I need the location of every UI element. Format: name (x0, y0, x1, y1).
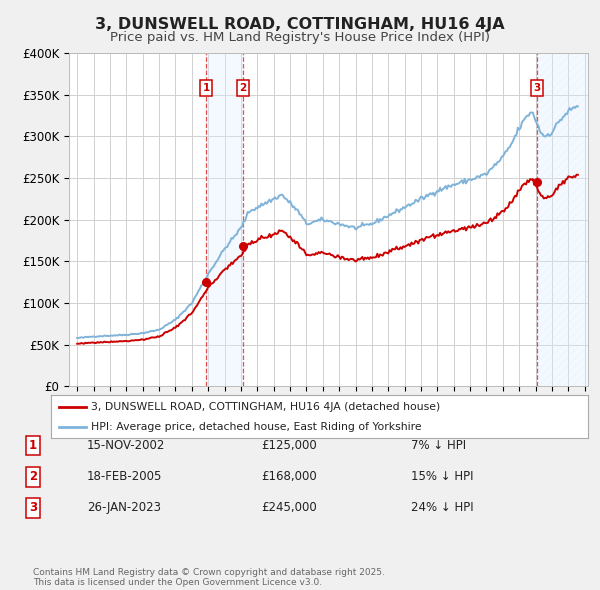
Text: 3, DUNSWELL ROAD, COTTINGHAM, HU16 4JA (detached house): 3, DUNSWELL ROAD, COTTINGHAM, HU16 4JA (… (91, 402, 440, 412)
Text: 3: 3 (29, 502, 37, 514)
Text: HPI: Average price, detached house, East Riding of Yorkshire: HPI: Average price, detached house, East… (91, 422, 422, 432)
Text: Price paid vs. HM Land Registry's House Price Index (HPI): Price paid vs. HM Land Registry's House … (110, 31, 490, 44)
Text: 3: 3 (533, 83, 541, 93)
Text: 26-JAN-2023: 26-JAN-2023 (87, 502, 161, 514)
Text: 15% ↓ HPI: 15% ↓ HPI (411, 470, 473, 483)
Text: £245,000: £245,000 (261, 502, 317, 514)
Text: 2: 2 (29, 470, 37, 483)
Text: 18-FEB-2005: 18-FEB-2005 (87, 470, 163, 483)
Text: 7% ↓ HPI: 7% ↓ HPI (411, 439, 466, 452)
Text: 1: 1 (29, 439, 37, 452)
Bar (206, 53, 243, 386)
Text: £125,000: £125,000 (261, 439, 317, 452)
Text: 2: 2 (239, 83, 247, 93)
Text: 15-NOV-2002: 15-NOV-2002 (87, 439, 166, 452)
Bar (537, 53, 588, 386)
Text: Contains HM Land Registry data © Crown copyright and database right 2025.
This d: Contains HM Land Registry data © Crown c… (33, 568, 385, 587)
Text: 1: 1 (202, 83, 210, 93)
Text: 3, DUNSWELL ROAD, COTTINGHAM, HU16 4JA: 3, DUNSWELL ROAD, COTTINGHAM, HU16 4JA (95, 17, 505, 31)
Text: 24% ↓ HPI: 24% ↓ HPI (411, 502, 473, 514)
Text: £168,000: £168,000 (261, 470, 317, 483)
